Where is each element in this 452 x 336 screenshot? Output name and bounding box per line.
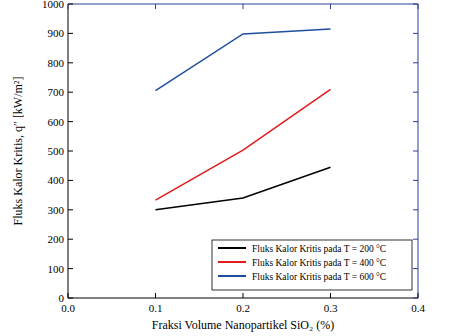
y-tick (68, 4, 73, 5)
y-tick (68, 268, 73, 269)
y-tick-label: 300 (48, 204, 65, 216)
x-axis-label: Fraksi Volume Nanopartikel SiO₂ (%) (152, 318, 334, 332)
y-tick-right (413, 239, 418, 240)
x-tick (155, 293, 156, 298)
x-tick-top (330, 4, 331, 9)
y-tick-label: 800 (48, 57, 65, 69)
x-tick-label: 0.4 (411, 302, 425, 314)
x-tick-label: 0.2 (236, 302, 250, 314)
y-tick-label: 100 (48, 263, 65, 275)
y-tick-label: 1000 (42, 0, 65, 10)
series-line (156, 89, 331, 200)
y-tick-right (413, 180, 418, 181)
y-tick (68, 121, 73, 122)
legend-label: Fluks Kalor Kritis pada T = 600 °C (252, 272, 386, 282)
y-tick (68, 209, 73, 210)
y-tick-right (413, 62, 418, 63)
series-line (156, 167, 331, 210)
x-tick-top (418, 4, 419, 9)
y-tick-right (413, 209, 418, 210)
y-tick-label: 200 (48, 233, 65, 245)
x-tick (330, 293, 331, 298)
y-tick-label: 600 (48, 116, 65, 128)
plot-area (156, 29, 331, 210)
y-tick-right (413, 151, 418, 152)
y-tick-right (413, 33, 418, 34)
x-tick (68, 293, 69, 298)
chart: 010020030040050060070080090010000.00.10.… (0, 0, 452, 336)
y-tick-label: 400 (48, 174, 65, 186)
legend-label: Fluks Kalor Kritis pada T = 400 °C (252, 258, 386, 268)
y-tick-label: 500 (48, 145, 65, 157)
y-tick (68, 151, 73, 152)
x-tick (418, 293, 419, 298)
y-tick-label: 700 (48, 86, 65, 98)
y-tick-label: 900 (48, 27, 65, 39)
y-axis-label: Fluks Kalor Kritis, q″ [kW/m²] (11, 77, 25, 226)
legend-swatch (218, 247, 246, 249)
y-tick (68, 33, 73, 34)
x-tick-top (243, 4, 244, 9)
x-tick-top (68, 4, 69, 9)
y-tick-right (413, 4, 418, 5)
x-tick-label: 0.3 (324, 302, 338, 314)
legend-label: Fluks Kalor Kritis pada T = 200 °C (252, 244, 386, 254)
y-tick-right (413, 268, 418, 269)
y-tick (68, 62, 73, 63)
y-tick-right (413, 298, 418, 299)
series-line (156, 29, 331, 91)
x-tick (243, 293, 244, 298)
y-tick-right (413, 92, 418, 93)
x-tick-label: 0.1 (149, 302, 163, 314)
x-tick-top (155, 4, 156, 9)
y-tick (68, 239, 73, 240)
x-tick-label: 0.0 (61, 302, 75, 314)
legend-swatch (218, 275, 246, 277)
y-tick (68, 298, 73, 299)
y-tick (68, 180, 73, 181)
legend: Fluks Kalor Kritis pada T = 200 °C Fluks … (212, 240, 412, 290)
y-tick-right (413, 121, 418, 122)
legend-swatch (218, 261, 246, 263)
legend-box (212, 240, 412, 290)
y-tick (68, 92, 73, 93)
